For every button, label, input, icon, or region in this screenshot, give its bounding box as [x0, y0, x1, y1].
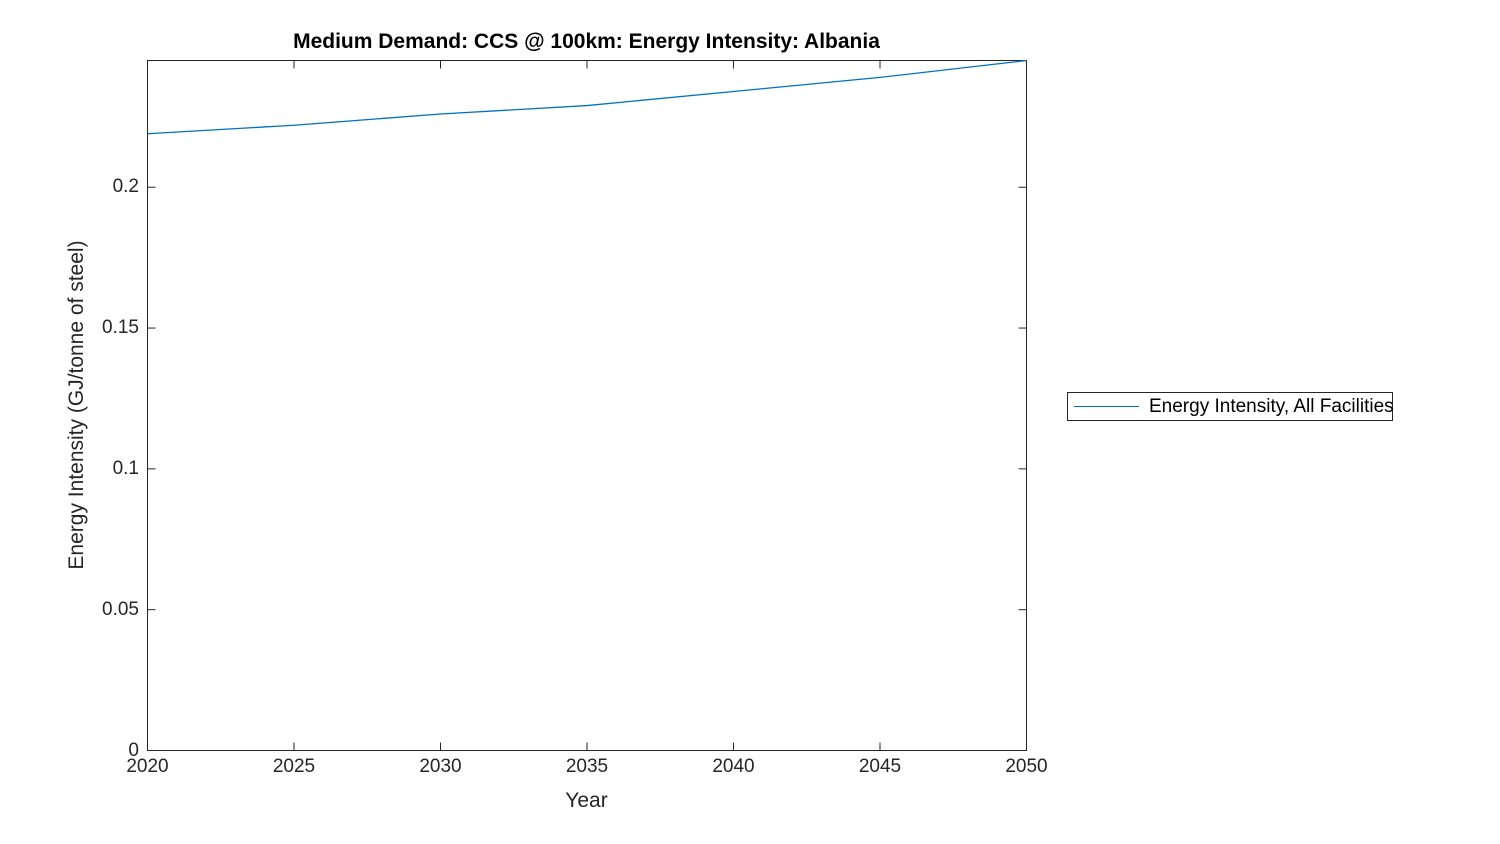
- y-tick-label: 0.05: [102, 598, 139, 620]
- y-tick-label: 0: [128, 739, 139, 761]
- energy-intensity-line: [147, 60, 1027, 135]
- x-tick-label: 2025: [272, 756, 316, 777]
- x-tick-label: 2040: [712, 756, 755, 777]
- x-axis-label: Year: [565, 789, 608, 812]
- x-tick-label: 2050: [1005, 756, 1048, 777]
- axes-box: [147, 60, 1027, 751]
- plot-area: [147, 60, 1027, 751]
- x-tick-label: 2045: [858, 756, 902, 777]
- y-tick-label: 0.1: [112, 457, 139, 479]
- legend: Energy Intensity, All Facilities: [1067, 392, 1394, 421]
- chart-title: Medium Demand: CCS @ 100km: Energy Inten…: [293, 30, 880, 53]
- legend-entry-label: Energy Intensity, All Facilities: [1149, 395, 1394, 417]
- y-axis-label: Energy Intensity (GJ/tonne of steel): [65, 240, 88, 570]
- legend-line-sample-icon: [1074, 406, 1139, 407]
- x-tick-label: 2030: [419, 756, 462, 777]
- x-tick-label: 2020: [126, 756, 169, 777]
- y-tick-label: 0.15: [102, 317, 139, 339]
- y-tick-label: 0.2: [112, 176, 139, 198]
- x-tick-label: 2035: [565, 756, 609, 777]
